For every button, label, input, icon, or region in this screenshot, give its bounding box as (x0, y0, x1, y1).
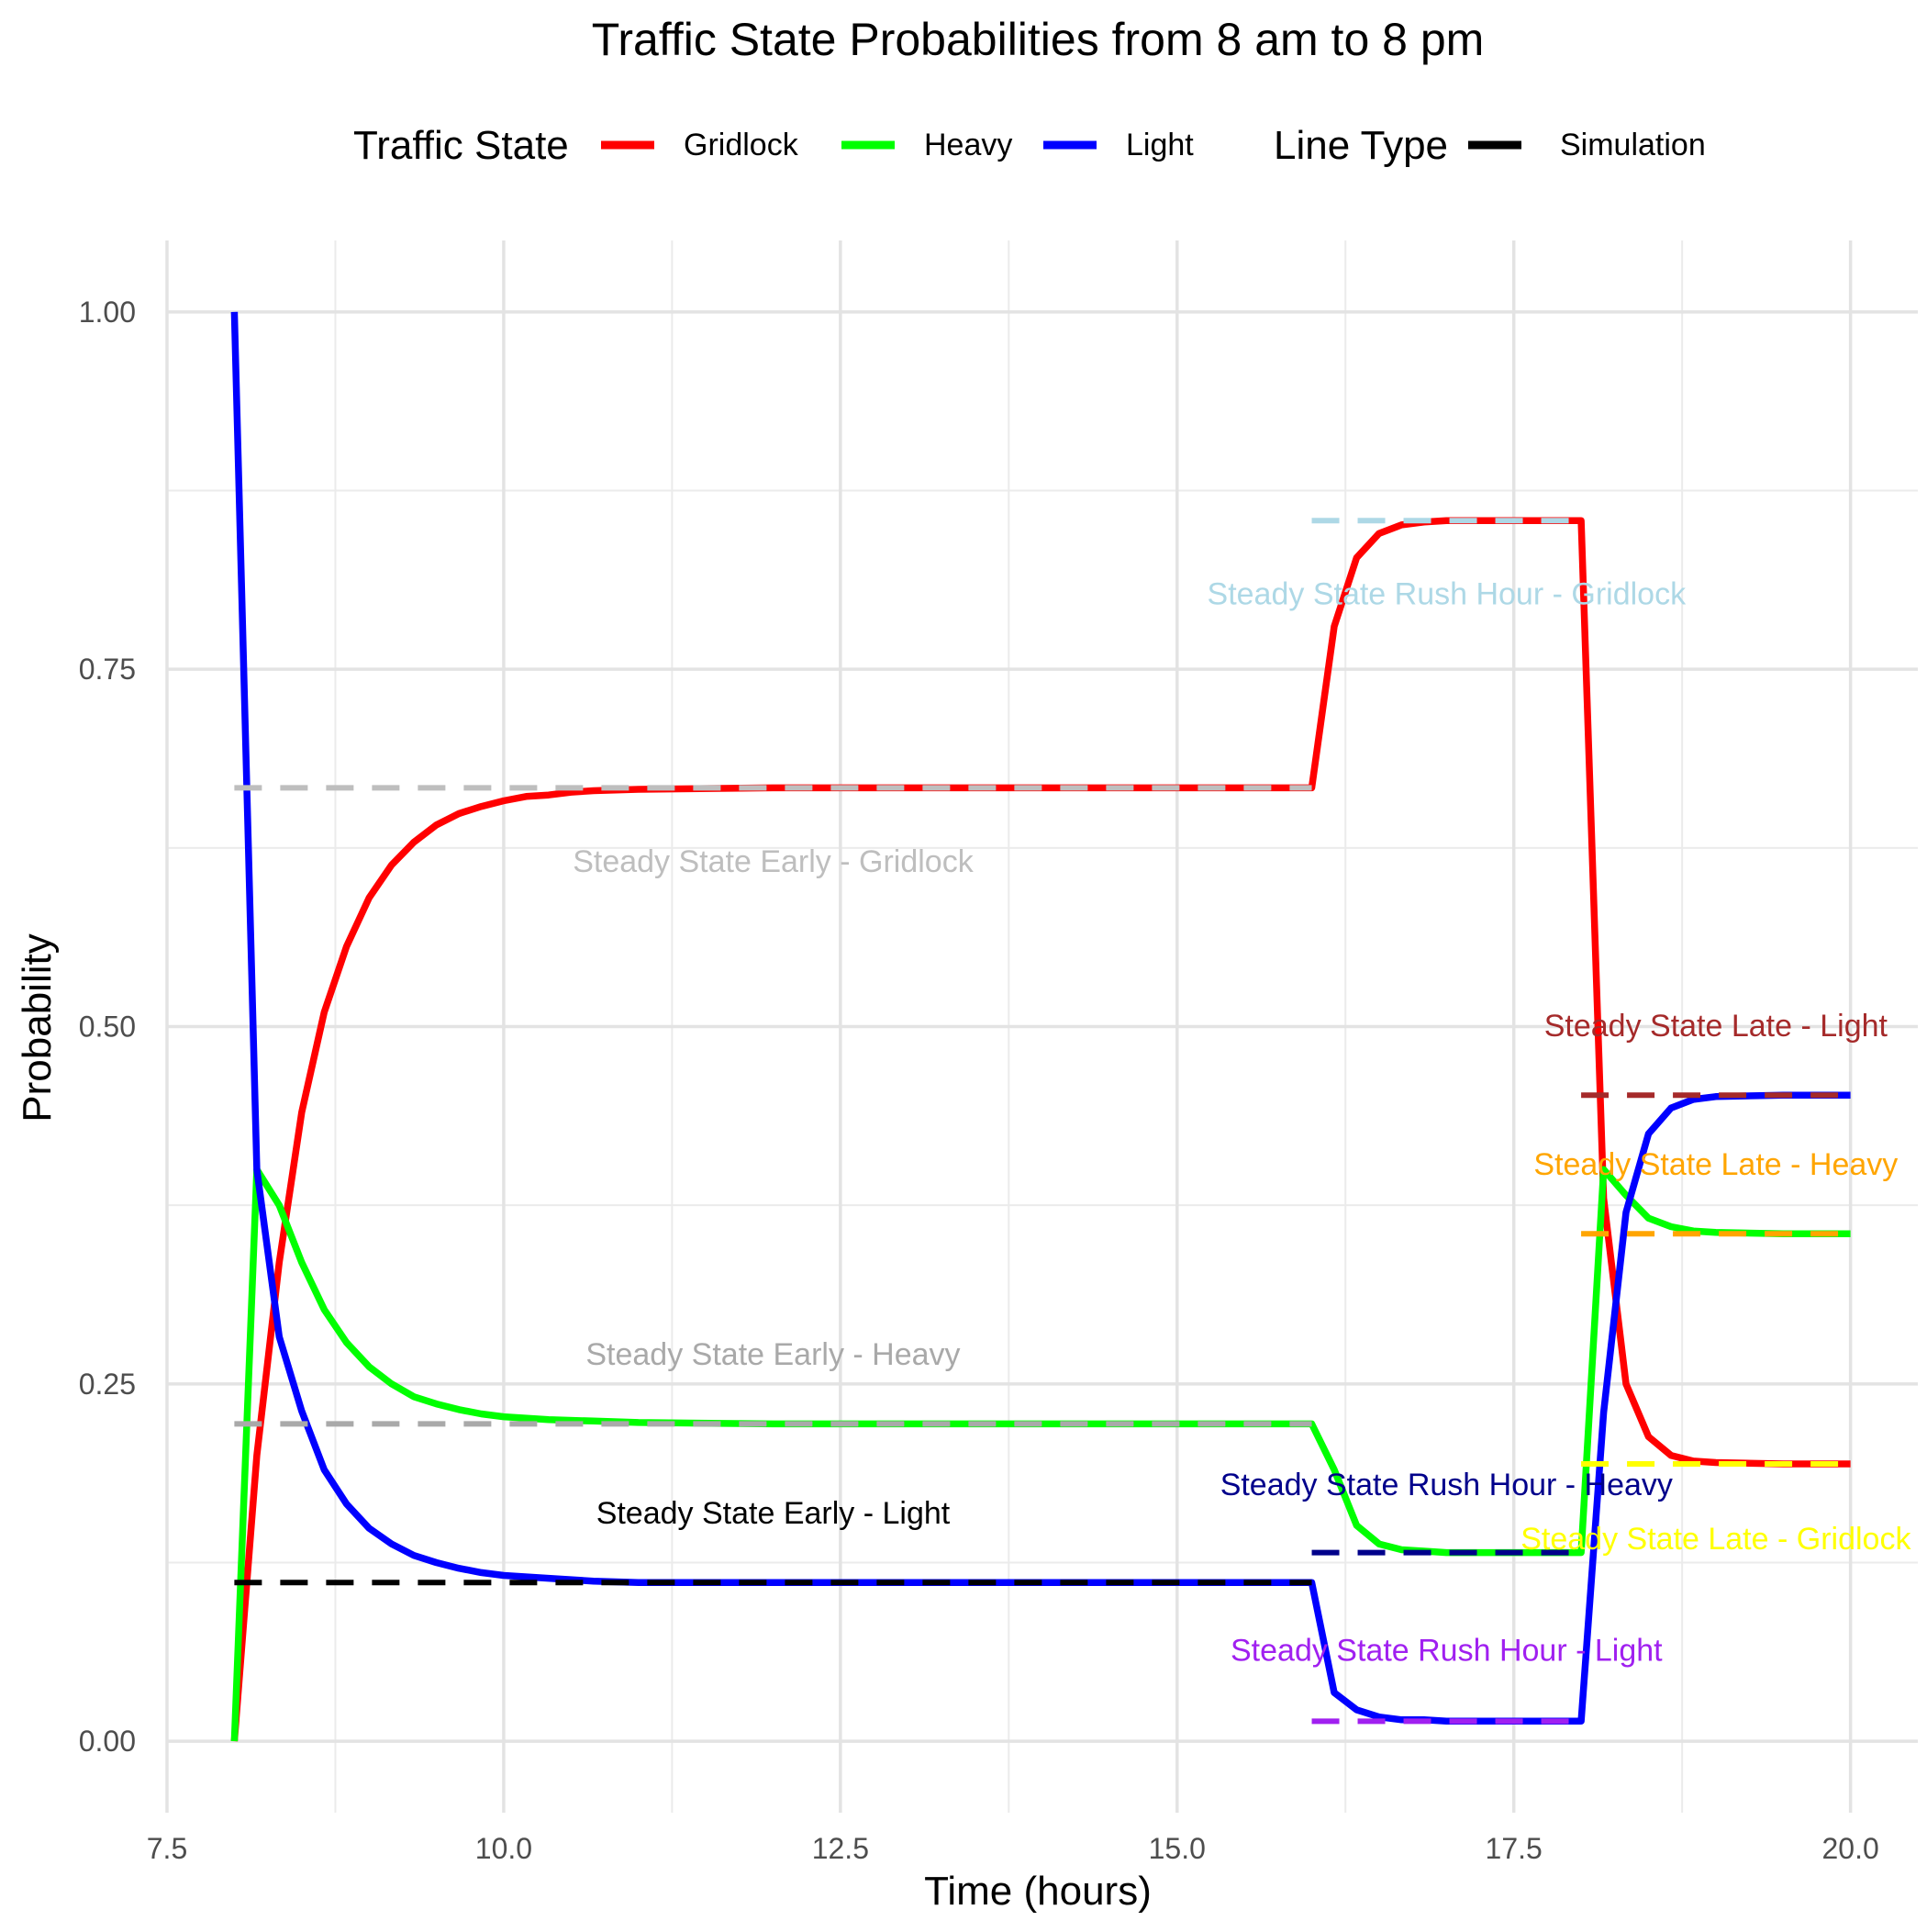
legend: Traffic State Gridlock Heavy Light Line Type… (353, 123, 1706, 168)
y-tick-label: 0.50 (79, 1011, 136, 1044)
steady-state-label: Steady State Early - Heavy (585, 1337, 960, 1372)
y-tick-label: 0.25 (79, 1368, 136, 1401)
x-tick-label: 15.0 (1149, 1832, 1206, 1865)
x-tick-label: 7.5 (147, 1832, 187, 1865)
legend-label-gridlock: Gridlock (684, 128, 799, 162)
y-tick-label: 0.00 (79, 1725, 136, 1758)
steady-state-label: Steady State Rush Hour - Gridlock (1208, 577, 1688, 612)
legend-label-simulation: Simulation (1560, 128, 1706, 162)
legend-label-heavy: Heavy (924, 128, 1012, 162)
steady-state-label: Steady State Rush Hour - Heavy (1220, 1468, 1673, 1502)
steady-state-label: Steady State Late - Heavy (1533, 1147, 1898, 1182)
x-tick-label: 10.0 (475, 1832, 532, 1865)
steady-state-label: Steady State Late - Light (1544, 1009, 1888, 1044)
tick-labels: 7.5 10.0 12.5 15.0 17.5 20.0 0.00 0.25 0.50 0.75 1… (79, 296, 1879, 1865)
x-tick-label: 20.0 (1821, 1832, 1878, 1865)
gridlines (165, 240, 1918, 1813)
legend-title-traffic-state: Traffic State (353, 123, 569, 168)
steady-state-label: Steady State Early - Light (596, 1496, 951, 1531)
series-line-gridlock (230, 517, 1851, 1742)
steady-state-label: Steady State Early - Gridlock (573, 844, 975, 879)
x-tick-label: 12.5 (812, 1832, 869, 1865)
y-axis-label: Probability (15, 933, 60, 1122)
x-tick-label: 17.5 (1486, 1832, 1543, 1865)
x-axis-label: Time (hours) (924, 1869, 1152, 1914)
steady-state-lines: Steady State Early - Gridlock Steady Stat… (234, 518, 1911, 1725)
y-tick-label: 0.75 (79, 653, 136, 686)
steady-state-label: Steady State Late - Gridlock (1520, 1522, 1911, 1557)
legend-title-line-type: Line Type (1274, 123, 1448, 168)
legend-label-light: Light (1126, 128, 1194, 162)
y-tick-label: 1.00 (79, 296, 136, 329)
chart-title: Traffic State Probabilities from 8 am to… (592, 14, 1485, 65)
plot-area: 7.5 10.0 12.5 15.0 17.5 20.0 0.00 0.25 0.50 0.75 1… (79, 240, 1918, 1865)
steady-state-label: Steady State Rush Hour - Light (1231, 1633, 1663, 1668)
